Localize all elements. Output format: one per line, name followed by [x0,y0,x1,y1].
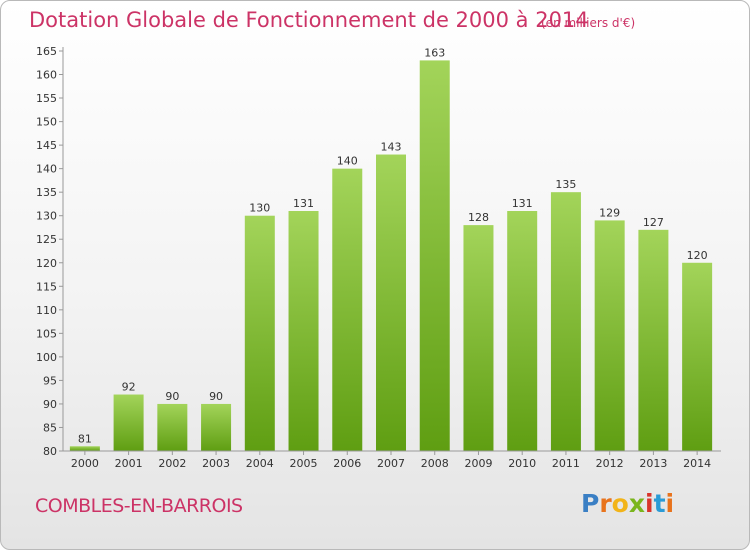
logo-letter: t [653,489,666,518]
data-label: 140 [337,155,358,168]
bar-2000 [69,446,100,451]
bar-2006 [332,168,363,451]
x-tick-label: 2011 [552,457,580,470]
bar-2004 [244,215,275,451]
x-tick-label: 2002 [158,457,186,470]
bar-2014 [682,262,713,451]
bar-2013 [638,229,669,451]
x-tick-label: 2003 [202,457,230,470]
y-tick-label: 130 [36,210,57,223]
place-name: COMBLES-EN-BARROIS [35,495,243,517]
x-tick-label: 2000 [71,457,99,470]
data-label: 131 [293,197,314,210]
y-tick-label: 100 [36,351,57,364]
x-tick-label: 2014 [683,457,711,470]
data-label: 127 [643,216,664,229]
data-label: 128 [468,211,489,224]
x-tick-label: 2007 [377,457,405,470]
data-label: 131 [512,197,533,210]
x-tick-label: 2013 [639,457,667,470]
x-tick-label: 2005 [290,457,318,470]
data-label: 120 [687,249,708,262]
bar-2011 [550,192,581,452]
data-label: 92 [122,381,136,394]
y-tick-label: 160 [36,69,57,82]
logo-letter: i [665,489,675,518]
bar-2002 [157,403,188,451]
bar-2012 [594,220,625,451]
y-tick-label: 165 [36,45,57,58]
y-tick-label: 85 [43,421,57,434]
y-tick-label: 105 [36,327,57,340]
x-tick-label: 2009 [464,457,492,470]
y-tick-label: 135 [36,186,57,199]
x-tick-label: 2006 [333,457,361,470]
x-tick-label: 2010 [508,457,536,470]
chart-title: Dotation Globale de Fonctionnement de 20… [29,8,589,32]
logo-letter: o [611,489,629,518]
x-tick-label: 2012 [596,457,624,470]
data-label: 163 [424,46,445,59]
y-tick-label: 140 [36,163,57,176]
logo-letter: i [645,489,654,518]
chart-subtitle: (en milliers d'€) [541,16,636,30]
y-tick-label: 90 [43,398,57,411]
x-tick-label: 2001 [115,457,143,470]
logo-letter: P [581,489,600,518]
data-label: 130 [249,202,270,215]
x-tick-label: 2004 [246,457,274,470]
data-label: 143 [381,141,402,154]
y-tick-label: 110 [36,304,57,317]
bar-2001 [113,394,144,451]
bar-2007 [376,154,406,451]
data-label: 135 [555,178,576,191]
y-tick-label: 155 [36,92,57,105]
logo-letter: r [599,489,612,518]
data-label: 90 [209,390,223,403]
bar-2005 [288,211,319,451]
y-tick-label: 115 [36,280,57,293]
bar-2003 [201,403,232,451]
y-tick-label: 150 [36,116,57,129]
bar-2009 [463,225,494,451]
data-label: 81 [78,432,92,445]
y-tick-label: 125 [36,233,57,246]
bar-2010 [507,211,538,451]
y-tick-label: 95 [43,374,57,387]
logo-letter: x [628,489,645,518]
y-tick-label: 145 [36,139,57,152]
y-tick-label: 80 [43,445,57,458]
bar-2008 [419,60,450,451]
proxiti-logo[interactable]: Proxiti [581,489,674,518]
x-tick-label: 2008 [421,457,449,470]
data-label: 129 [599,206,620,219]
y-tick-label: 120 [36,257,57,270]
data-label: 90 [165,390,179,403]
